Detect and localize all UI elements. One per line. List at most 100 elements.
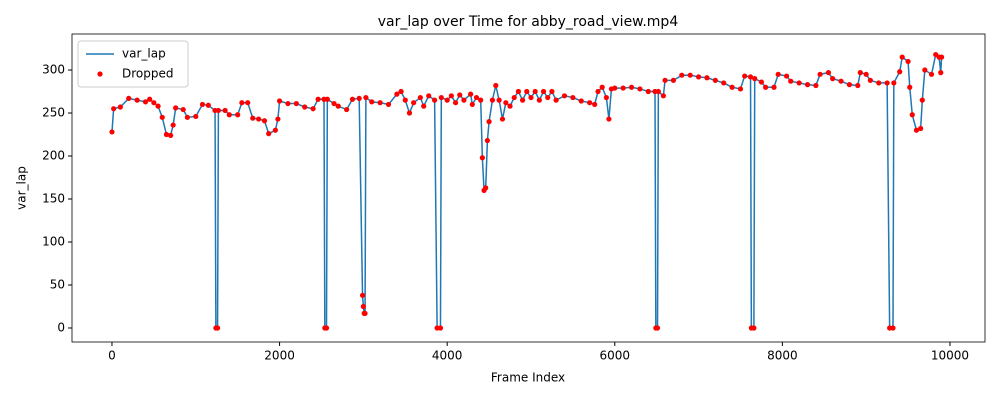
scatter-point	[426, 93, 432, 99]
scatter-point	[486, 119, 492, 125]
scatter-point	[109, 129, 115, 135]
scatter-point	[876, 80, 882, 86]
scatter-point	[331, 100, 337, 107]
legend-box	[77, 40, 189, 88]
scatter-point	[909, 112, 915, 118]
scatter-point	[603, 94, 609, 101]
scatter-point	[199, 101, 206, 108]
scatter-point	[620, 85, 626, 91]
scatter-point	[276, 98, 283, 104]
scatter-point	[437, 325, 444, 331]
scatter-point	[938, 70, 944, 76]
scatter-point	[838, 78, 844, 84]
scatter-point	[406, 110, 413, 116]
scatter-point	[180, 106, 186, 113]
scatter-point	[478, 97, 484, 103]
scatter-point	[907, 84, 913, 90]
scatter-point	[245, 100, 251, 106]
scatter-point	[857, 70, 863, 76]
scatter-point	[356, 95, 362, 102]
scatter-point	[323, 325, 330, 331]
scatter-point	[239, 100, 245, 106]
y-tick-label: 50	[50, 277, 65, 291]
scatter-point	[679, 72, 685, 78]
y-tick-label: 200	[42, 149, 65, 163]
scatter-point	[349, 96, 356, 102]
scatter-point	[479, 155, 485, 161]
scatter-point	[402, 97, 408, 103]
scatter-point	[302, 104, 308, 110]
scatter-point	[758, 79, 765, 85]
scatter-point	[147, 96, 153, 102]
x-tick-label: 6000	[599, 349, 630, 363]
scatter-point	[468, 91, 474, 97]
scatter-point	[662, 77, 668, 83]
scatter-point	[804, 82, 811, 88]
scatter-point	[763, 84, 769, 90]
scatter-point	[484, 137, 490, 144]
scatter-point	[855, 82, 861, 89]
x-tick-label: 8000	[767, 349, 798, 363]
chart-title: var_lap over Time for abby_road_view.mp4	[378, 14, 679, 30]
scatter-point	[261, 118, 268, 124]
scatter-point	[193, 113, 199, 120]
scatter-point	[214, 325, 221, 331]
scatter-point	[377, 100, 383, 106]
scatter-point	[825, 70, 832, 76]
scatter-point	[783, 73, 790, 79]
scatter-point	[595, 88, 601, 95]
y-tick-label: 250	[42, 106, 65, 120]
scatter-point	[890, 325, 896, 331]
scatter-point	[891, 80, 897, 86]
scatter-point	[126, 95, 132, 102]
x-tick-label: 2000	[264, 349, 295, 363]
scatter-point	[359, 292, 366, 298]
plot-area	[109, 51, 945, 331]
scatter-point	[163, 131, 170, 138]
scatter-point	[655, 88, 661, 95]
scatter-point	[519, 97, 526, 103]
scatter-point	[117, 104, 123, 110]
legend-marker	[97, 71, 103, 77]
scatter-point	[712, 77, 718, 83]
scatter-point	[493, 82, 499, 89]
scatter-point	[398, 88, 404, 95]
scatter-point	[511, 94, 517, 101]
scatter-point	[215, 107, 221, 114]
scatter-point	[578, 98, 584, 104]
scatter-point	[421, 103, 427, 109]
scatter-point	[335, 103, 341, 109]
x-tick-label: 4000	[432, 349, 463, 363]
scatter-point	[599, 84, 605, 90]
legend-label: var_lap	[122, 47, 166, 61]
scatter-point	[670, 77, 677, 83]
scatter-point	[266, 131, 272, 137]
scatter-point	[315, 96, 321, 102]
scatter-point	[737, 86, 744, 92]
scatter-point	[612, 85, 618, 91]
scatter-point	[496, 97, 502, 103]
scatter-point	[729, 84, 735, 90]
scatter-point	[515, 88, 522, 95]
scatter-point	[830, 76, 836, 82]
scatter-point	[549, 88, 555, 95]
scatter-point	[752, 76, 758, 82]
y-tick-label: 150	[42, 192, 65, 206]
x-axis-label: Frame Index	[491, 371, 565, 385]
scatter-point	[553, 97, 559, 103]
scatter-point	[536, 97, 542, 103]
scatter-point	[256, 116, 262, 122]
scatter-point	[250, 115, 256, 121]
legend-label: Dropped	[122, 67, 174, 81]
scatter-point	[469, 101, 475, 108]
scatter-point	[499, 116, 506, 122]
scatter-point	[654, 325, 661, 331]
scatter-point	[846, 82, 853, 88]
scatter-point	[111, 106, 117, 112]
scatter-point	[448, 93, 454, 99]
scatter-point	[587, 100, 593, 106]
scatter-point	[747, 74, 754, 80]
scatter-point	[532, 88, 538, 95]
scatter-point	[363, 94, 369, 101]
scatter-point	[483, 185, 489, 191]
